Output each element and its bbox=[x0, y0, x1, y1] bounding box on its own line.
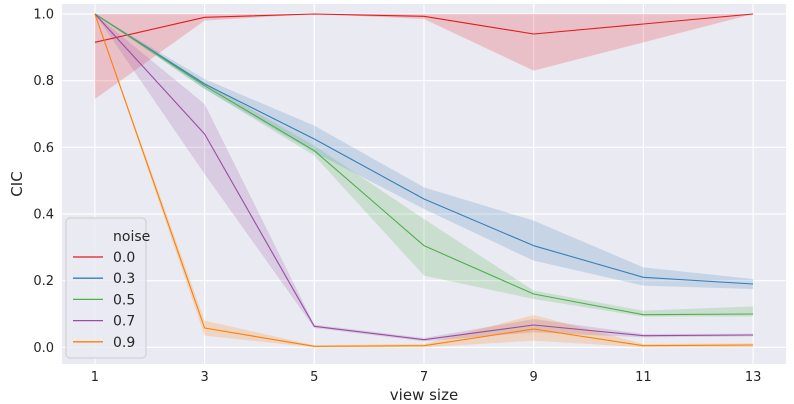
y-tick-label: 1.0 bbox=[33, 8, 54, 23]
x-tick-label: 11 bbox=[635, 370, 652, 385]
y-tick-label: 0.4 bbox=[33, 208, 54, 223]
legend: noise 0.0 0.3 0.5 0.7 0.9 bbox=[65, 217, 150, 359]
series-line-0.9 bbox=[94, 13, 754, 347]
grid-lines bbox=[62, 4, 786, 364]
series-line-0.5 bbox=[94, 13, 754, 316]
legend-label-0.3: 0.3 bbox=[113, 271, 135, 287]
x-tick-label: 13 bbox=[745, 370, 762, 385]
confidence-bands bbox=[94, 14, 754, 348]
legend-label-0.5: 0.5 bbox=[113, 292, 135, 308]
y-tick-label: 0.6 bbox=[33, 141, 54, 156]
series-band-0.0 bbox=[94, 14, 754, 99]
legend-label-0.7: 0.7 bbox=[113, 314, 135, 330]
series-line-0.7 bbox=[94, 13, 754, 341]
legend-label-0.0: 0.0 bbox=[113, 250, 135, 266]
legend-label-0.9: 0.9 bbox=[113, 335, 135, 351]
series-band-0.5 bbox=[94, 14, 754, 317]
legend-title: noise bbox=[113, 229, 150, 245]
y-axis-label: CIC bbox=[8, 171, 26, 196]
x-axis-label: view size bbox=[390, 386, 458, 404]
x-tick-label: 5 bbox=[310, 370, 318, 385]
x-tick-label: 7 bbox=[420, 370, 428, 385]
y-tick-label: 0.8 bbox=[33, 74, 54, 89]
legend-box bbox=[65, 217, 147, 359]
y-tick-label: 0.2 bbox=[33, 274, 54, 289]
series-lines bbox=[94, 13, 754, 347]
series-line-0.3 bbox=[94, 13, 754, 285]
x-axis-ticks: 1 3 5 7 9 11 13 bbox=[91, 370, 762, 385]
legend-items: 0.0 0.3 0.5 0.7 0.9 bbox=[73, 250, 135, 351]
y-axis-ticks: 0.0 0.2 0.4 0.6 0.8 1.0 bbox=[33, 8, 54, 356]
y-tick-label: 0.0 bbox=[33, 341, 54, 356]
x-tick-label: 3 bbox=[200, 370, 208, 385]
x-tick-label: 9 bbox=[530, 370, 538, 385]
series-line-0.0 bbox=[94, 13, 754, 43]
x-tick-label: 1 bbox=[91, 370, 99, 385]
series-band-0.7 bbox=[94, 14, 754, 342]
